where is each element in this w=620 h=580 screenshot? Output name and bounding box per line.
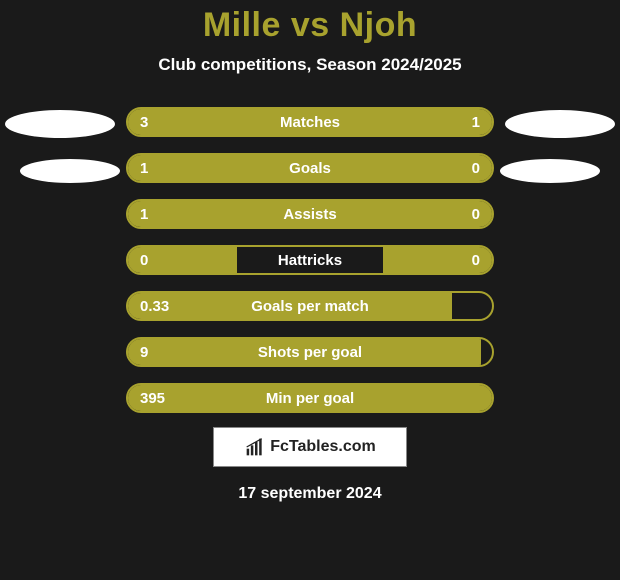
stat-row: 10Goals [126, 153, 494, 183]
stat-row: 395Min per goal [126, 383, 494, 413]
stat-label: Goals [128, 160, 492, 177]
stat-label: Assists [128, 206, 492, 223]
stat-row: 31Matches [126, 107, 494, 137]
player-right-badge-1 [505, 110, 615, 138]
subtitle: Club competitions, Season 2024/2025 [158, 55, 461, 75]
stat-row: 0.33Goals per match [126, 291, 494, 321]
page-title: Mille vs Njoh [203, 6, 417, 45]
stat-label: Hattricks [128, 252, 492, 269]
stat-label: Goals per match [128, 298, 492, 315]
stat-row: 10Assists [126, 199, 494, 229]
stat-label: Shots per goal [128, 344, 492, 361]
comparison-infographic: Mille vs Njoh Club competitions, Season … [0, 0, 620, 580]
player-right-badge-2 [500, 159, 600, 183]
stat-label: Matches [128, 114, 492, 131]
site-logo[interactable]: FcTables.com [213, 427, 407, 467]
chart-icon [244, 437, 266, 457]
stat-row: 9Shots per goal [126, 337, 494, 367]
logo-text: FcTables.com [270, 438, 376, 456]
stats-area: 31Matches 10Goals 10Assists 00Hattricks 0.33… [0, 107, 620, 413]
stat-label: Min per goal [128, 390, 492, 407]
stat-row: 00Hattricks [126, 245, 494, 275]
date-text: 17 september 2024 [238, 485, 381, 503]
player-left-badge-2 [20, 159, 120, 183]
player-left-badge-1 [5, 110, 115, 138]
